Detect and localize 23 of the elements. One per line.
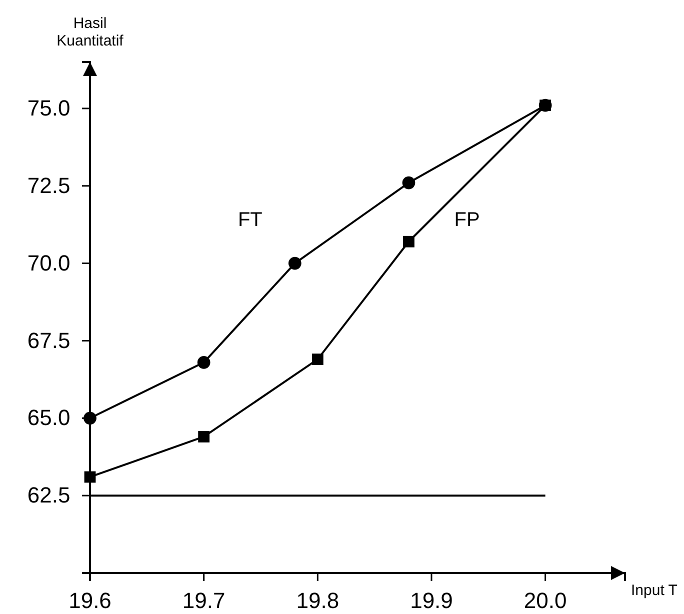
x-tick-label: 20.0 xyxy=(524,588,567,614)
point xyxy=(312,354,324,366)
x-axis-title: Input T xyxy=(631,582,678,599)
series-label: FP xyxy=(454,209,480,232)
y-tick-label: 65.0 xyxy=(27,405,70,430)
x-tick-label: 19.8 xyxy=(296,588,340,614)
y-tick-label: 67.5 xyxy=(27,328,70,353)
point xyxy=(403,236,414,248)
series-label: FT xyxy=(238,209,262,232)
point xyxy=(197,356,210,369)
point xyxy=(288,256,302,270)
x-tick-label: 19.9 xyxy=(410,588,453,614)
y-tick-label: 75.0 xyxy=(27,95,70,120)
point xyxy=(198,431,210,442)
point xyxy=(84,471,96,483)
y-tick-label: 70.0 xyxy=(27,250,70,276)
point xyxy=(402,176,416,190)
x-tick-label: 19.6 xyxy=(68,588,112,614)
x-tick-label: 19.7 xyxy=(182,588,226,614)
point xyxy=(540,100,552,112)
y-tick-label: 62.5 xyxy=(27,482,70,508)
y-axis-title: Hasil Kuantitatif xyxy=(56,15,124,50)
y-tick-label: 72.5 xyxy=(27,172,70,198)
